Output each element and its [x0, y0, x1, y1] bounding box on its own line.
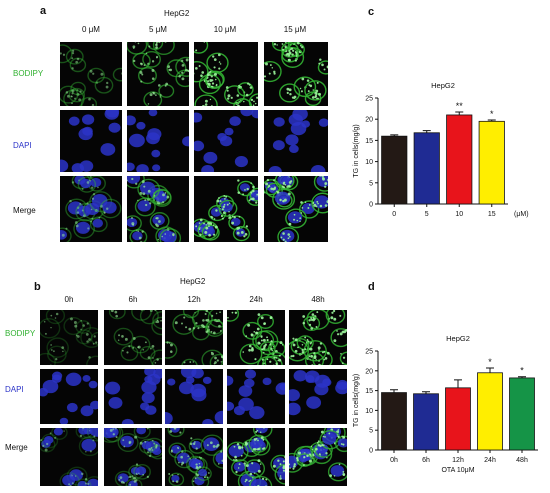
- chart-c-bar-0: [381, 135, 408, 205]
- chart-d-error-bar-4: [518, 376, 526, 378]
- panel-a-col-3: 15 μM: [283, 25, 307, 34]
- panel-d-letter: d: [368, 281, 375, 293]
- panel-b-row-dapi: DAPI: [5, 385, 24, 394]
- chart-c-error-bar-2: [455, 111, 464, 115]
- micrograph-b-merge-6h: [104, 428, 162, 486]
- panel-b-col-0: 0h: [64, 295, 74, 304]
- micrograph-b-bodipy-0h: [40, 310, 98, 365]
- panel-a-row-bodipy: BODIPY: [13, 69, 44, 78]
- panel-b-row-bodipy: BODIPY: [5, 329, 36, 338]
- chart-c-significance-3: *: [490, 109, 494, 119]
- chart-c-y-tick-label: 15: [365, 138, 373, 145]
- panel-b-col-4: 48h: [311, 295, 325, 304]
- chart-d-y-tick-label: 20: [365, 368, 373, 375]
- chart-c-x-tick-label-3: 15: [488, 211, 496, 218]
- micrograph-b-bodipy-6h: [104, 310, 162, 365]
- chart-c-bar-3: [478, 120, 505, 205]
- micrograph-a-dapi-10um: [194, 110, 258, 172]
- chart-d-y-tick-label: 15: [365, 388, 373, 395]
- chart-d-bar-0: [381, 392, 407, 451]
- chart-c-error-bar-0: [390, 134, 399, 137]
- chart-d-error-bar-1: [422, 391, 430, 394]
- chart-c-x-tick-label-0: 0: [392, 211, 396, 218]
- micrograph-b-merge-0h: [40, 428, 98, 486]
- chart-d-x-tick-label-0: 0h: [390, 457, 398, 464]
- chart-d-x-tick-label-4: 48h: [516, 457, 528, 464]
- chart-c-unit-label: (μM): [514, 211, 529, 218]
- micrograph-a-dapi-0um: [60, 110, 122, 172]
- panel-b-col-1: 6h: [128, 295, 138, 304]
- chart-d-error-bar-3: [486, 367, 494, 373]
- chart-d-error-bar-2: [454, 379, 462, 388]
- micrograph-b-bodipy-24h: [227, 310, 285, 365]
- chart-d-title: HepG2: [446, 334, 470, 343]
- panel-a-letter: a: [40, 5, 47, 17]
- chart-d-x-tick-label-2: 12h: [452, 457, 464, 464]
- chart-c-bar-2: [446, 114, 473, 205]
- micrograph-b-dapi-12h: [165, 369, 223, 424]
- chart-c-y-label: TG in cells(mg/g): [353, 124, 360, 177]
- panel-a-row-merge: Merge: [13, 206, 36, 215]
- chart-c-error-bar-1: [422, 130, 431, 133]
- chart-d-error-bar-0: [390, 389, 398, 393]
- panel-b-col-3: 24h: [249, 295, 263, 304]
- micrograph-b-dapi-24h: [227, 369, 285, 424]
- chart-d-y-tick-label: 25: [365, 349, 373, 356]
- chart-d-x-label: OTA 10μM: [441, 467, 474, 474]
- chart-c-significance-2: **: [456, 101, 464, 111]
- micrograph-b-merge-24h: [227, 428, 285, 486]
- chart-c: HepG2 0 5 10 15 20 25 TG in cells(mg/g) 0 5 10 ** 15…: [353, 81, 529, 218]
- chart-d-bar-1: [413, 393, 439, 451]
- chart-d: HepG2 0 5 10 15 20 25 TG in cells(mg/g) 0h 6h 12h 2…: [353, 334, 538, 474]
- micrograph-b-dapi-48h: [289, 369, 347, 424]
- chart-c-x-tick-label-1: 5: [425, 211, 429, 218]
- chart-c-error-bar-3: [487, 119, 496, 122]
- panel-b-title: HepG2: [180, 277, 206, 286]
- micrograph-a-dapi-15um: [264, 110, 328, 172]
- micrograph-b-bodipy-12h: [165, 310, 223, 365]
- micrograph-a-bodipy-5um: [127, 42, 189, 106]
- chart-c-x-tick-label-2: 10: [455, 211, 463, 218]
- panel-c-letter: c: [368, 6, 375, 18]
- chart-d-y-tick-label: 10: [365, 408, 373, 415]
- panel-a-col-1: 5 μM: [149, 25, 167, 34]
- chart-d-significance-3: *: [488, 357, 492, 367]
- micrograph-b-dapi-6h: [104, 369, 162, 424]
- chart-d-y-tick-label: 5: [369, 428, 373, 435]
- panel-b-row-merge: Merge: [5, 443, 28, 452]
- chart-d-bar-3: [477, 372, 503, 451]
- micrograph-a-bodipy-0um: [60, 42, 122, 106]
- micrograph-b-merge-48h: [289, 428, 347, 486]
- chart-d-x-tick-label-3: 24h: [484, 457, 496, 464]
- micrograph-b-dapi-0h: [40, 369, 98, 424]
- micrograph-b-merge-12h: [165, 428, 223, 486]
- micrograph-a-bodipy-15um: [264, 42, 328, 106]
- chart-c-y-tick-label: 0: [369, 202, 373, 209]
- micrograph-a-bodipy-10um: [194, 42, 258, 106]
- panel-b-letter: b: [34, 281, 41, 293]
- chart-c-y-tick-label: 10: [365, 159, 373, 166]
- chart-c-bar-1: [413, 132, 440, 205]
- chart-c-y-tick-label: 20: [365, 117, 373, 124]
- panel-a-row-dapi: DAPI: [13, 141, 32, 150]
- panel-b-col-2: 12h: [187, 295, 201, 304]
- chart-d-y-tick-label: 0: [369, 448, 373, 455]
- panel-a-title: HepG2: [164, 9, 190, 18]
- chart-d-x-tick-label-1: 6h: [422, 457, 430, 464]
- chart-d-y-label: TG in cells(mg/g): [353, 374, 360, 427]
- chart-c-title: HepG2: [431, 81, 455, 90]
- micrograph-a-merge-5um: [127, 176, 189, 242]
- chart-c-y-tick-label: 5: [369, 180, 373, 187]
- micrograph-b-bodipy-48h: [289, 310, 347, 365]
- chart-d-bar-4: [509, 377, 535, 451]
- micrograph-a-merge-0um: [60, 176, 122, 242]
- panel-a-col-2: 10 μM: [213, 25, 237, 34]
- chart-d-bar-2: [445, 387, 471, 451]
- panel-a-col-0: 0 μM: [82, 25, 100, 34]
- micrograph-a-merge-15um: [264, 176, 328, 242]
- chart-d-significance-4: *: [520, 366, 524, 376]
- micrograph-a-dapi-5um: [127, 110, 189, 172]
- micrograph-a-merge-10um: [194, 176, 258, 242]
- chart-c-y-tick-label: 25: [365, 96, 373, 103]
